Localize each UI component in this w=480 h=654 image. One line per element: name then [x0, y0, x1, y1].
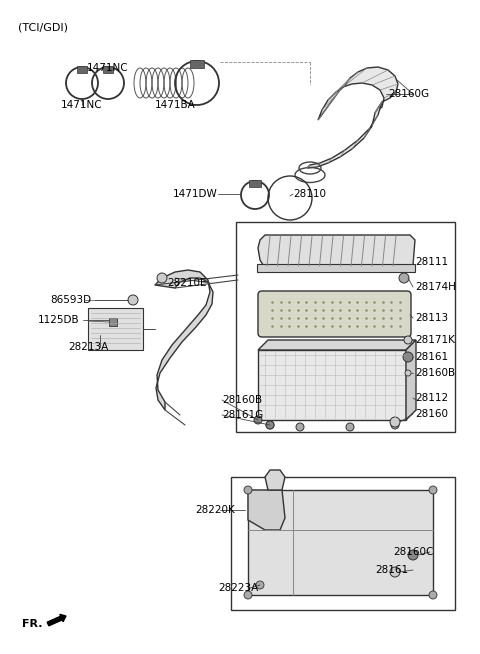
Text: 28161: 28161 — [375, 565, 408, 575]
Circle shape — [390, 417, 400, 427]
Bar — [77, 66, 87, 73]
Circle shape — [429, 591, 437, 599]
Polygon shape — [155, 270, 213, 410]
Bar — [109, 318, 117, 326]
Bar — [249, 180, 261, 187]
Text: 28161G: 28161G — [222, 410, 263, 420]
Bar — [103, 66, 113, 73]
Circle shape — [391, 421, 399, 429]
Circle shape — [390, 567, 400, 577]
Circle shape — [403, 352, 413, 362]
Polygon shape — [265, 470, 285, 490]
Circle shape — [296, 423, 304, 431]
Text: 28171K: 28171K — [415, 335, 455, 345]
Text: 28160B: 28160B — [222, 395, 262, 405]
Text: 1125DB: 1125DB — [38, 315, 80, 325]
Text: 28220K: 28220K — [195, 505, 235, 515]
FancyBboxPatch shape — [258, 291, 411, 337]
Circle shape — [256, 581, 264, 589]
Text: 28160: 28160 — [415, 409, 448, 419]
Text: 28160B: 28160B — [415, 368, 455, 378]
Text: 28210E: 28210E — [167, 278, 206, 288]
Polygon shape — [307, 102, 382, 168]
Circle shape — [404, 336, 412, 344]
Circle shape — [405, 370, 411, 376]
Circle shape — [157, 273, 167, 283]
Text: 1471DW: 1471DW — [173, 189, 218, 199]
Circle shape — [254, 416, 262, 424]
Text: 28112: 28112 — [415, 393, 448, 403]
Text: 28174H: 28174H — [415, 282, 456, 292]
Polygon shape — [406, 340, 416, 420]
Circle shape — [346, 423, 354, 431]
Circle shape — [429, 486, 437, 494]
Polygon shape — [258, 340, 416, 350]
Bar — [190, 60, 204, 68]
Text: 28223A: 28223A — [218, 583, 258, 593]
Text: 1471BA: 1471BA — [155, 100, 195, 110]
Polygon shape — [258, 350, 406, 420]
Circle shape — [244, 591, 252, 599]
Circle shape — [408, 550, 418, 560]
Bar — [231, 477, 455, 610]
Text: 28161: 28161 — [415, 352, 448, 362]
Bar — [257, 264, 415, 272]
Polygon shape — [258, 235, 415, 268]
Circle shape — [266, 421, 274, 429]
Text: (TCI/GDI): (TCI/GDI) — [18, 22, 68, 32]
FancyArrow shape — [47, 614, 66, 626]
Text: 28160G: 28160G — [388, 89, 429, 99]
Bar — [236, 222, 455, 432]
Text: FR.: FR. — [22, 619, 43, 629]
Text: 86593D: 86593D — [50, 295, 91, 305]
Text: 1471NC: 1471NC — [87, 63, 129, 73]
Text: 28213A: 28213A — [68, 342, 108, 352]
Bar — [248, 490, 433, 595]
Circle shape — [244, 486, 252, 494]
Circle shape — [266, 421, 274, 429]
Text: 28111: 28111 — [415, 257, 448, 267]
Polygon shape — [318, 67, 398, 120]
Polygon shape — [248, 490, 285, 530]
Circle shape — [399, 273, 409, 283]
Circle shape — [128, 295, 138, 305]
Text: 1471NC: 1471NC — [61, 100, 103, 110]
Text: 28113: 28113 — [415, 313, 448, 323]
Text: 28110: 28110 — [293, 189, 326, 199]
Text: 28160C: 28160C — [393, 547, 433, 557]
Bar — [88, 308, 143, 350]
